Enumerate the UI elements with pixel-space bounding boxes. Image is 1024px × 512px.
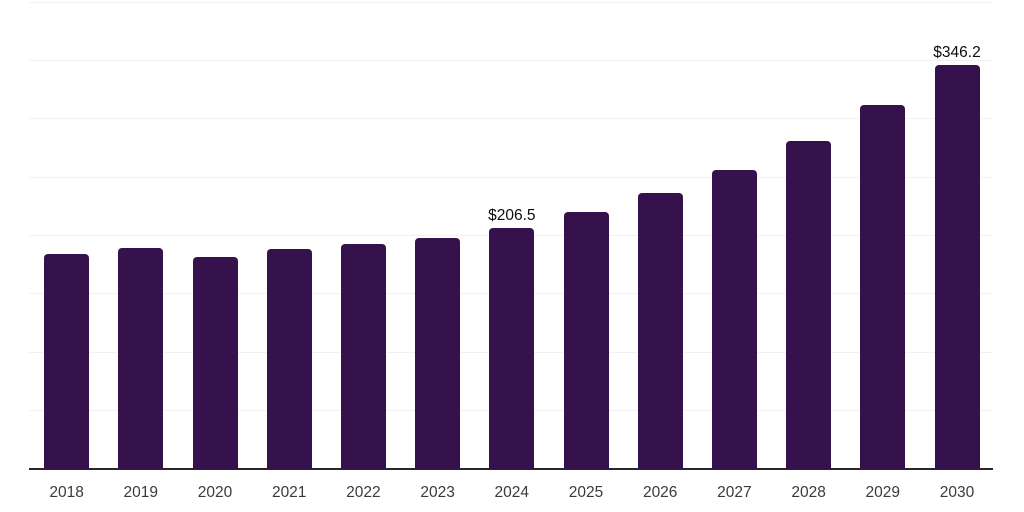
bar-2018 — [44, 254, 90, 469]
x-tick-label-2027: 2027 — [717, 484, 752, 501]
x-tick-label-2028: 2028 — [791, 484, 826, 501]
bar-2020 — [192, 256, 238, 469]
bar-2028 — [786, 140, 832, 469]
bar-2019 — [118, 247, 164, 469]
bar-2029 — [860, 104, 906, 469]
bar-2025 — [563, 212, 609, 469]
gridline — [29, 118, 993, 120]
gridline — [29, 59, 993, 61]
bar-2024 — [489, 227, 535, 469]
x-tick-label-2025: 2025 — [568, 484, 604, 501]
bar-2022 — [340, 244, 386, 469]
x-tick-label-2021: 2021 — [271, 484, 307, 501]
bar-2026 — [637, 193, 683, 469]
x-tick-label-2024: 2024 — [494, 484, 530, 501]
x-tick-label-2023: 2023 — [420, 484, 455, 501]
x-tick-label-2019: 2019 — [123, 484, 159, 501]
gridline — [29, 1, 993, 3]
gridline — [29, 176, 993, 178]
bar-2027 — [711, 170, 757, 469]
data-label-2030: $346.2 — [933, 43, 981, 61]
data-label-2024: $206.5 — [488, 206, 536, 224]
x-axis-line — [29, 468, 993, 470]
bar-2021 — [266, 249, 312, 469]
x-tick-label-2022: 2022 — [346, 484, 381, 501]
x-tick-label-2020: 2020 — [197, 484, 233, 501]
x-tick-label-2026: 2026 — [642, 484, 678, 501]
bar-2030 — [934, 64, 980, 469]
x-tick-label-2030: 2030 — [939, 484, 975, 501]
x-tick-label-2029: 2029 — [865, 484, 901, 501]
bar-2023 — [415, 237, 461, 469]
x-tick-label-2018: 2018 — [49, 484, 84, 501]
